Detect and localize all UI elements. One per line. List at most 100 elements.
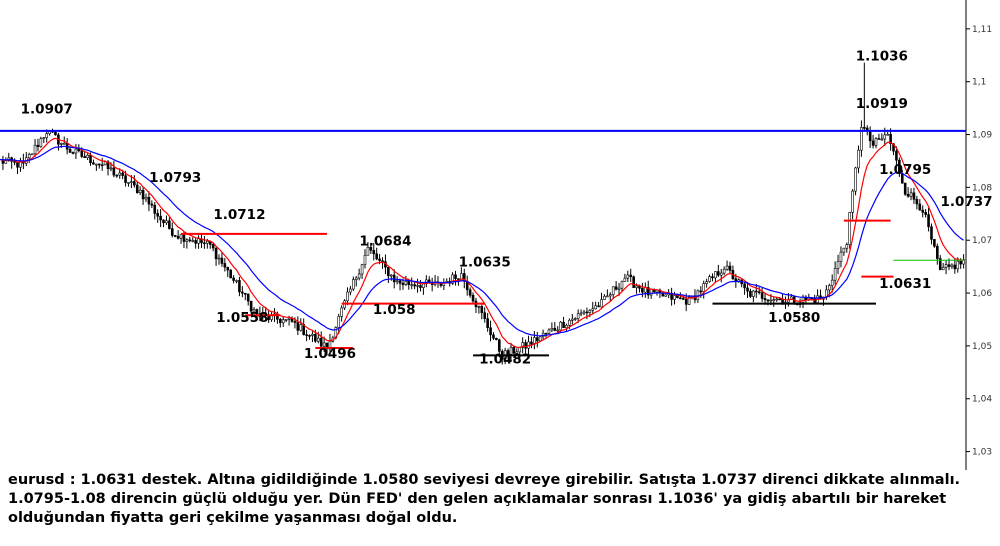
candle-body — [135, 184, 139, 194]
candle-body — [827, 285, 831, 291]
candle-body — [886, 133, 889, 136]
analysis-commentary: eurusd : 1.0631 destek. Altına gidildiği… — [8, 472, 961, 526]
candle-body — [722, 268, 726, 274]
candle-body — [845, 244, 849, 249]
candle-body — [311, 334, 314, 336]
candle-body — [191, 240, 195, 242]
candle-body — [608, 294, 612, 297]
candle-body — [398, 280, 402, 284]
candle-body — [366, 246, 370, 256]
candle-body — [956, 260, 960, 270]
candle-body — [959, 260, 962, 265]
candle-body — [407, 280, 411, 285]
candle-body — [524, 342, 527, 349]
candle-body — [232, 277, 235, 281]
candle-body — [83, 156, 86, 158]
candle-body — [71, 152, 75, 154]
candle-body — [173, 235, 177, 237]
candle-body — [962, 259, 965, 265]
candle-body — [772, 299, 776, 301]
candle-body — [889, 133, 892, 145]
candle-body — [600, 299, 603, 308]
candle-body — [717, 271, 720, 276]
candle-body — [711, 276, 714, 279]
candle-body — [626, 274, 630, 279]
candle-body — [287, 317, 291, 320]
candle-body — [623, 277, 627, 282]
candle-body — [576, 313, 580, 319]
candle-body — [86, 154, 89, 158]
candle-body — [699, 290, 703, 293]
candle-body — [121, 172, 124, 176]
candle-body — [235, 280, 238, 282]
candle-body — [874, 138, 878, 146]
candle-body — [322, 342, 326, 347]
candle-body — [95, 163, 98, 166]
candle-body — [80, 150, 84, 157]
candle-body — [752, 290, 755, 297]
candle-body — [147, 196, 151, 205]
candle-body — [594, 305, 597, 310]
candle-body — [585, 311, 589, 314]
candle-body — [308, 335, 311, 337]
candle-body — [521, 342, 524, 348]
candle-body — [381, 260, 384, 263]
candle-body — [486, 318, 489, 329]
candle-body — [141, 189, 145, 200]
price-annotation: 1.058 — [373, 302, 416, 318]
candle-body — [749, 290, 752, 297]
candle-body — [895, 150, 898, 161]
candle-body — [360, 264, 364, 275]
candle-body — [226, 266, 230, 271]
candle-body — [153, 204, 157, 214]
candle-body — [4, 160, 8, 164]
price-annotation: 1.0482 — [479, 351, 531, 367]
candle-body — [833, 268, 837, 281]
price-annotations: 1.0907 1.0793 1.0712 1.0684 1.0635 1.058 1.055… — [21, 49, 993, 368]
price-annotation: 1.0907 — [21, 101, 73, 117]
candle-body — [419, 285, 422, 288]
candle-body — [898, 159, 901, 174]
candle-body — [498, 339, 501, 352]
candle-body — [702, 283, 706, 292]
candle-body — [754, 290, 758, 293]
candle-body — [515, 351, 519, 354]
candle-body — [673, 295, 676, 300]
price-chart: 1,11 1,1 1,09 1,08 1,07 1,06 1,05 1,04 1,03 1.09… — [0, 0, 993, 470]
candle-body — [915, 199, 919, 205]
candle-body — [206, 240, 209, 244]
y-tick-label: 1,09 — [972, 131, 992, 141]
candle-body — [369, 246, 373, 251]
price-annotation: 1.0795 — [879, 162, 931, 178]
candle-body — [495, 337, 498, 341]
candle-body — [743, 283, 746, 289]
candle-body — [944, 264, 948, 268]
y-tick-label: 1,07 — [972, 236, 992, 246]
candle-body — [246, 293, 250, 302]
candle-body — [30, 153, 34, 156]
candle-body — [670, 292, 673, 300]
candle-body — [611, 286, 615, 295]
candle-body — [854, 167, 857, 192]
candle-body — [243, 292, 247, 295]
candle-body — [918, 203, 922, 211]
candle-body — [378, 258, 381, 262]
candle-body — [454, 274, 457, 279]
candle-body — [579, 312, 583, 315]
candle-body — [871, 140, 875, 146]
candle-body — [404, 280, 408, 285]
candle-body — [165, 220, 168, 224]
candle-body — [387, 266, 390, 277]
candle-body — [13, 161, 16, 163]
candle-body — [468, 289, 472, 296]
candle-body — [629, 274, 633, 277]
candle-body — [349, 288, 352, 293]
candle-body — [550, 327, 554, 331]
y-tick-label: 1,03 — [972, 448, 992, 458]
y-tick-label: 1,05 — [972, 342, 992, 352]
candle-body — [89, 154, 92, 164]
candle-body — [162, 219, 165, 224]
candle-body — [851, 190, 854, 213]
price-axis: 1,11 1,1 1,09 1,08 1,07 1,06 1,05 1,04 1,03 — [965, 0, 992, 470]
price-annotation: 1.0580 — [768, 310, 820, 326]
